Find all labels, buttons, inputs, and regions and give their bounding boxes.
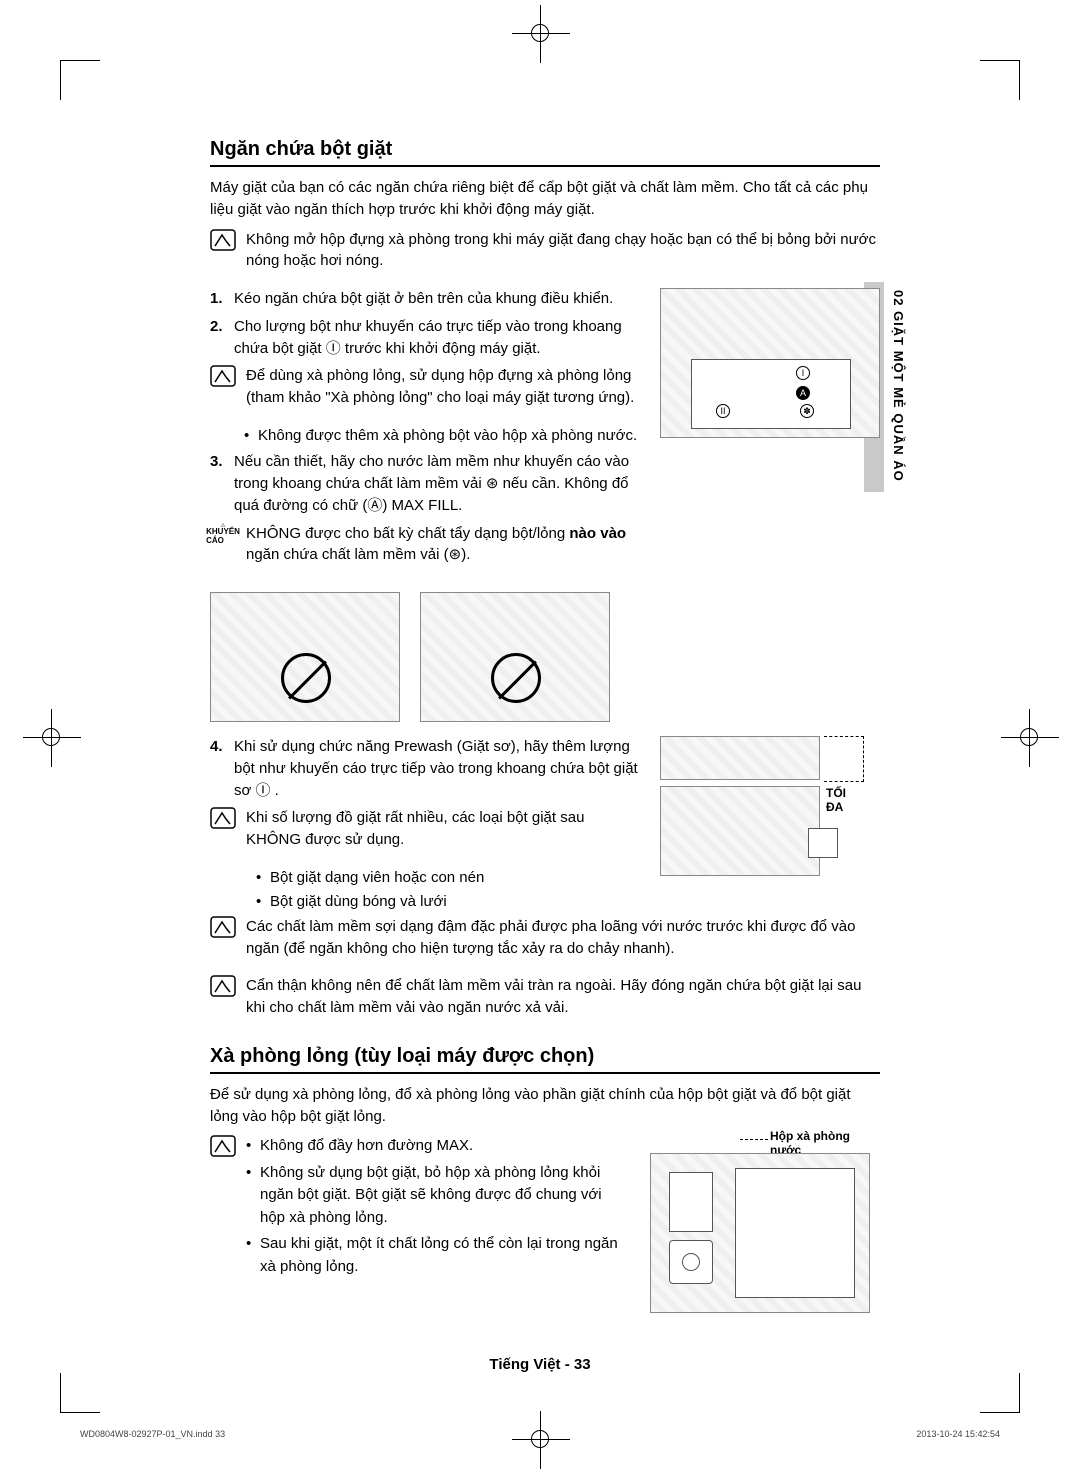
- note1-text: Không mở hộp đựng xà phòng trong khi máy…: [246, 229, 880, 273]
- warn1-text: KHÔNG được cho bất kỳ chất tẩy dạng bột/…: [246, 523, 640, 567]
- note5-text: Cẩn thận không nên để chất làm mềm vải t…: [246, 975, 880, 1019]
- figure-liquid-detergent: [650, 1153, 870, 1313]
- note-icon: [210, 975, 236, 997]
- figure-max-fill-bottom: [660, 786, 820, 876]
- note-icon: [210, 229, 236, 251]
- step4-text: Khi sử dụng chức năng Prewash (Giặt sơ),…: [234, 736, 640, 801]
- step-number: 1.: [210, 288, 228, 310]
- s2-bullet3: Sau khi giặt, một ít chất lỏng có thể cò…: [246, 1233, 630, 1278]
- step-number: 4.: [210, 736, 228, 801]
- section2-title: Xà phòng lỏng (tùy loại máy được chọn): [210, 1045, 880, 1074]
- sub-bullet-a: Bột giặt dạng viên hoặc con nén: [256, 867, 640, 890]
- figure-prohibit-2: [420, 592, 610, 722]
- note-icon: [210, 916, 236, 938]
- max-fill-label: TỐI ĐA: [826, 786, 860, 814]
- section2-intro: Để sử dụng xà phòng lỏng, đổ xà phòng lỏ…: [210, 1084, 880, 1128]
- print-file: WD0804W8-02927P-01_VN.indd 33: [80, 1429, 225, 1439]
- s2-bullet2: Không sử dụng bột giặt, bỏ hộp xà phòng …: [246, 1162, 630, 1230]
- figure-dispenser-drawer: I A II ✽: [660, 288, 880, 438]
- step-number: 2.: [210, 316, 228, 360]
- note-icon: [210, 807, 236, 829]
- note3-text: Khi số lượng đồ giặt rất nhiều, các loại…: [246, 807, 640, 851]
- warning-icon: KHUYẾN CÁO: [210, 523, 236, 545]
- step2-text: Cho lượng bột như khuyến cáo trực tiếp v…: [234, 316, 640, 360]
- bullet1-text: Không được thêm xà phòng bột vào hộp xà …: [244, 425, 640, 448]
- warning-label: KHUYẾN CÁO: [206, 527, 240, 545]
- s2-bullet1: Không đổ đầy hơn đường MAX.: [246, 1135, 630, 1158]
- page-footer: Tiếng Việt - 33: [0, 1356, 1080, 1373]
- note4-text: Các chất làm mềm sợi dạng đậm đặc phải đ…: [246, 916, 880, 960]
- step-number: 3.: [210, 451, 228, 516]
- note-icon: [210, 365, 236, 387]
- print-timestamp: 2013-10-24 15:42:54: [916, 1429, 1000, 1439]
- section1-intro: Máy giặt của bạn có các ngăn chứa riêng …: [210, 177, 880, 221]
- figure-prohibit-1: [210, 592, 400, 722]
- note2-text: Để dùng xà phòng lỏng, sử dụng hộp đựng …: [246, 365, 640, 409]
- page-content: Ngăn chứa bột giặt Máy giặt của bạn có c…: [0, 0, 1080, 1473]
- step3-text: Nếu cần thiết, hãy cho nước làm mềm như …: [234, 451, 640, 516]
- print-metadata: WD0804W8-02927P-01_VN.indd 33 2013-10-24…: [80, 1429, 1000, 1439]
- step1-text: Kéo ngăn chứa bột giặt ở bên trên của kh…: [234, 288, 613, 310]
- note-icon: [210, 1135, 236, 1157]
- section1-title: Ngăn chứa bột giặt: [210, 138, 880, 167]
- sub-bullet-b: Bột giặt dùng bóng và lưới: [256, 891, 640, 914]
- figure-max-fill-top: [660, 736, 820, 780]
